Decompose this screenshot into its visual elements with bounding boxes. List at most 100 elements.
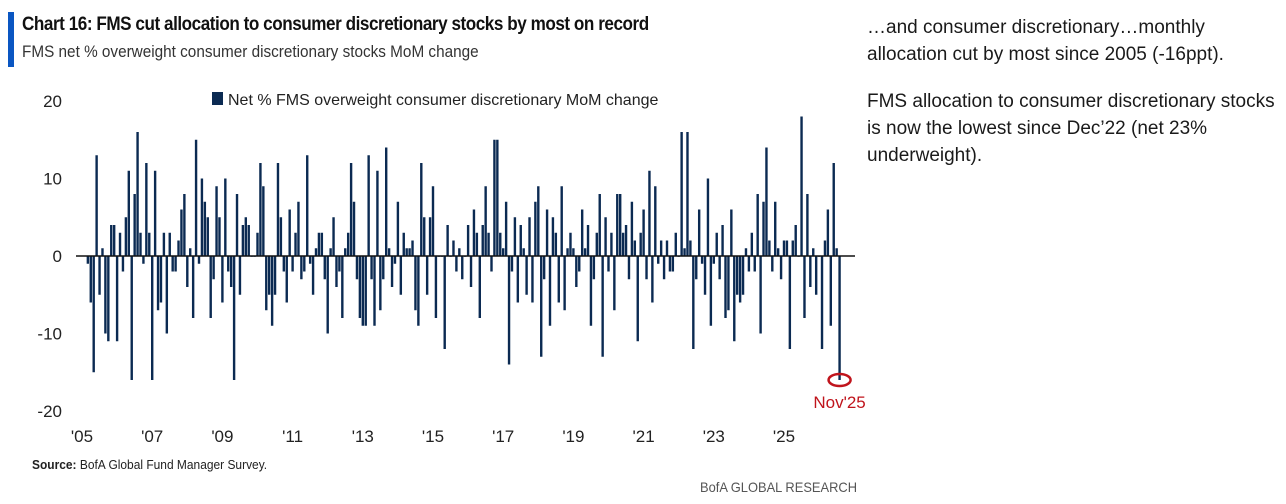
bar [361,256,364,326]
bar [291,256,294,272]
bar [730,209,733,256]
bar [502,248,505,256]
bar [478,256,481,318]
bar [572,248,575,256]
bar [405,248,408,256]
bar [276,163,280,256]
bar [592,256,596,280]
bar [607,256,610,272]
bar [294,232,297,256]
title-accent-bar [8,12,14,67]
bar [551,217,555,256]
bar [806,194,809,256]
bar [382,256,385,280]
bar [434,256,438,318]
bar [759,256,762,334]
bar [235,194,239,256]
bar [279,217,283,256]
bar [420,163,423,256]
annotation-label: Nov'25 [813,393,865,412]
bar [832,163,835,256]
bar [115,256,119,342]
bar [469,256,473,287]
bar [686,132,689,256]
bar [396,201,400,256]
bar [256,232,259,256]
y-tick-label: -10 [37,325,62,344]
y-tick-label: 0 [53,247,62,266]
bar [516,256,520,303]
bar [168,232,171,256]
bar [136,132,139,256]
bar [452,240,455,256]
bar [165,256,169,334]
bar [221,256,224,303]
y-tick-label: 10 [43,170,62,189]
bar [101,248,104,256]
annotation-circle [827,372,852,388]
bar [809,256,812,287]
legend-label: Net % FMS overweight consumer discretion… [228,92,658,109]
bar [724,256,727,318]
bar [110,225,113,256]
x-tick-label: '07 [141,427,163,446]
bar [610,232,613,256]
bar [466,225,470,256]
bar [753,256,756,272]
bar [668,256,672,272]
bar [823,240,827,256]
bar [601,256,604,357]
bar [504,201,508,256]
bar [273,256,277,295]
bar [771,256,774,272]
bar [387,248,391,256]
x-axis: '05 '07 '09 '11 '13 '15 '17 '19 '21 '23 '25 [71,427,795,446]
bar [683,248,686,256]
bar [812,248,815,256]
bar [697,209,701,256]
bar-series [86,116,841,380]
source-note: Source: BofA Global Fund Manager Survey. [32,457,267,472]
bar [458,248,461,256]
bar [648,170,651,256]
bar [282,256,286,272]
bar [390,256,394,287]
bar [194,139,198,256]
bar [835,248,838,256]
bar [741,256,745,295]
bar [534,201,537,256]
bar [306,155,309,256]
bar [367,155,370,256]
bar [411,240,414,256]
bar [335,256,338,287]
bar [364,256,367,326]
bar [545,209,549,256]
bar [297,201,300,256]
bar [268,256,271,295]
y-axis: 20 10 0 -10 -20 [37,92,62,421]
bar [133,194,136,256]
bar [630,201,634,256]
x-tick-label: '11 [282,427,303,446]
bar [642,209,645,256]
source-text: BofA Global Fund Manager Survey. [76,457,268,472]
bar [376,170,379,256]
bar [300,256,303,280]
bar [475,232,479,256]
y-tick-label: 20 [43,92,62,111]
bar [95,155,98,256]
bar [317,232,321,256]
bar [633,240,637,256]
chart-title: Chart 16: FMS cut allocation to consumer… [22,14,649,35]
annotation: Nov'25 [813,372,866,412]
bar [528,217,531,256]
bar [308,256,312,264]
bar [575,256,578,287]
x-tick-label: '25 [773,427,795,446]
bar [762,201,765,256]
bar [431,186,435,256]
bar [370,256,373,280]
bar [326,256,329,334]
bar [493,139,496,256]
bar [355,256,359,280]
